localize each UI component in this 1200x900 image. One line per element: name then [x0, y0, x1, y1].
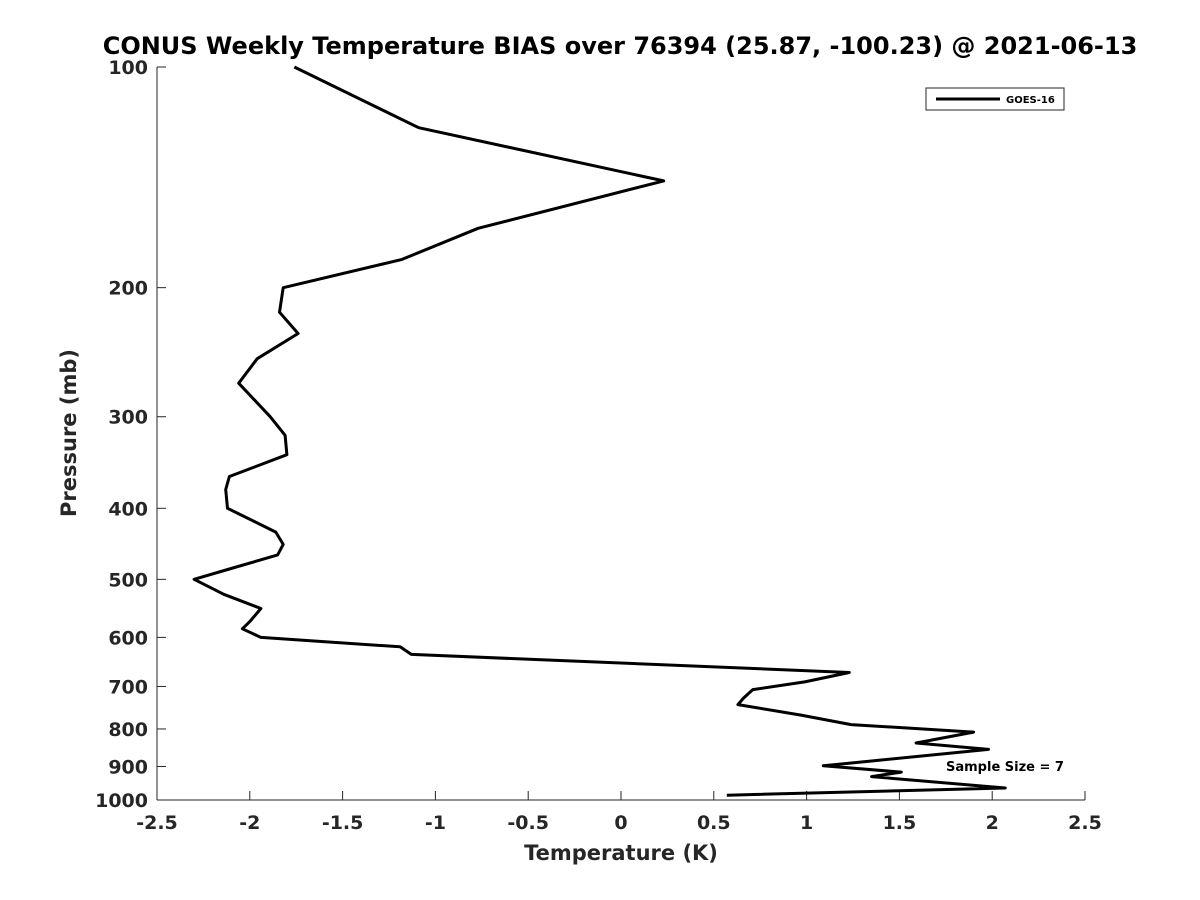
x-axis-label: Temperature (K)	[524, 841, 718, 865]
y-tick-label: 700	[108, 676, 148, 698]
y-tick-label: 300	[108, 407, 148, 429]
x-tick-label: 2.5	[1068, 812, 1102, 834]
y-tick-label: 600	[108, 627, 148, 649]
x-tick-label: -2.5	[136, 812, 178, 834]
x-tick-label: 1.5	[883, 812, 917, 834]
y-tick-label: 100	[108, 57, 148, 79]
x-tick-label: 0	[614, 812, 627, 834]
series-line-goes-16	[192, 65, 1007, 797]
plot-axes: -2.5 -2 -1.5 -1 -0.5 0 0.5 1 1.5 2 2.5 100 200 300 400…	[95, 57, 1102, 834]
y-tick-label: 200	[108, 278, 148, 300]
y-tick-label: 500	[108, 569, 148, 591]
legend: GOES-16	[925, 87, 1065, 111]
x-tick-label: 1	[800, 812, 813, 834]
y-tick-label: 900	[108, 756, 148, 778]
y-tick-label: 800	[108, 719, 148, 741]
series-layer	[192, 65, 1007, 797]
sample-size-annotation: Sample Size = 7	[946, 760, 1064, 775]
chart-title: CONUS Weekly Temperature BIAS over 76394…	[103, 32, 1138, 60]
x-tick-label: -2	[239, 812, 260, 834]
x-tick-label: -1.5	[322, 812, 364, 834]
y-tick-label: 1000	[95, 790, 148, 812]
y-axis-label: Pressure (mb)	[57, 349, 81, 517]
x-tick-label: -0.5	[507, 812, 549, 834]
x-tick-label: 0.5	[697, 812, 731, 834]
x-tick-label: 2	[986, 812, 999, 834]
legend-label-goes-16: GOES-16	[1006, 95, 1055, 106]
x-tick-label: -1	[425, 812, 446, 834]
y-tick-label: 400	[108, 498, 148, 520]
